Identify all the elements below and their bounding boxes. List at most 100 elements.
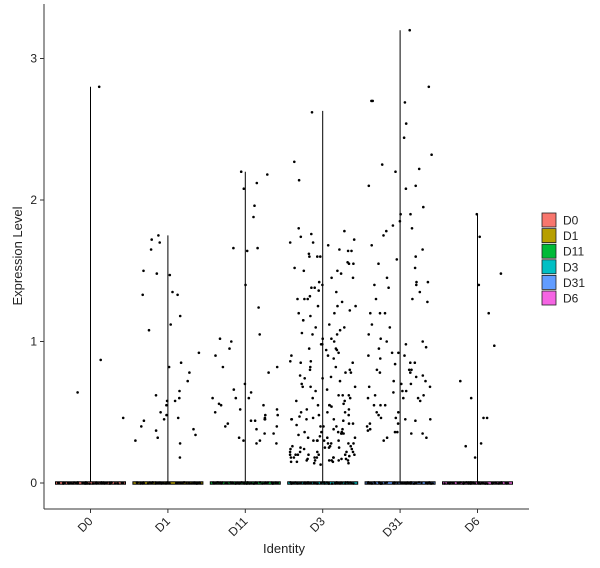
data-point-d1 [154,394,158,397]
data-point-zero-d6 [451,481,454,485]
data-point-d31 [397,351,400,355]
data-point-d11 [275,442,278,445]
data-point-zero-d31 [400,482,403,485]
data-point-d31 [403,101,407,104]
data-point-zero-d11 [215,481,218,484]
data-point-d3 [317,289,321,292]
data-point-zero-d1 [190,482,193,485]
data-point-d11 [211,396,214,400]
data-point-zero-d1 [141,482,144,485]
violins [55,30,513,485]
data-point-d3 [330,459,334,462]
data-point-d3 [337,459,341,462]
data-point-d11 [258,333,262,336]
data-point-d1 [167,365,171,369]
data-point-d3 [295,423,298,427]
data-point-d31 [394,416,398,420]
data-point-d31 [414,419,417,423]
data-point-d3 [346,249,350,253]
data-point-zero-d6 [500,481,503,485]
data-point-zero-d1 [136,481,139,484]
data-point-zero-d11 [265,481,268,485]
data-point-d31 [427,85,431,89]
data-point-d3 [303,297,306,301]
data-point-d31 [421,248,424,251]
data-point-zero-d1 [139,481,142,484]
legend-label-d0: D0 [563,214,579,228]
data-point-zero-d0 [56,481,60,484]
data-point-zero-d3 [334,482,337,485]
data-point-d11 [238,408,242,411]
data-point-d31 [409,361,412,365]
data-point-d3 [342,402,345,406]
data-point-d31 [387,286,390,290]
data-point-d1 [159,411,162,414]
data-point-d31 [379,337,383,341]
data-point-d3 [347,442,350,445]
data-point-d31 [373,283,376,287]
data-point-zero-d1 [196,481,199,485]
data-point-d31 [367,354,370,357]
data-point-d31 [414,184,418,188]
data-point-d31 [396,422,400,425]
data-point-d3 [344,457,348,461]
data-point-d11 [224,425,227,428]
data-point-zero-d1 [179,482,183,485]
data-point-d3 [297,227,301,230]
data-point-d6 [473,456,477,459]
data-point-zero-d1 [166,481,169,484]
data-point-zero-d6 [469,482,472,485]
data-point-d3 [351,276,355,280]
data-point-d3 [303,377,307,380]
data-point-d3 [313,286,317,290]
data-point-d3 [308,294,312,298]
data-point-d11 [264,413,267,417]
data-point-d31 [380,163,384,166]
data-point-d3 [300,331,304,335]
data-point-d31 [421,374,425,377]
data-point-d1 [188,371,191,374]
data-point-d3 [322,439,326,442]
data-point-zero-d1 [199,482,202,485]
data-point-d3 [350,447,354,451]
data-point-d3 [296,297,299,301]
data-point-d11 [213,411,217,414]
data-point-d3 [324,348,328,352]
data-point-zero-d11 [261,482,264,485]
data-point-zero-d0 [76,481,80,484]
data-point-d31 [367,333,371,336]
data-point-zero-d6 [463,481,466,485]
data-point-zero-d3 [306,481,310,484]
data-point-d6 [459,379,462,383]
data-point-d3 [301,385,305,389]
data-point-zero-d3 [303,481,306,485]
data-point-d3 [337,351,340,355]
data-point-zero-d3 [352,482,355,485]
data-point-d11 [255,442,258,445]
data-point-d31 [367,385,371,389]
data-point-d6 [478,235,482,239]
data-point-d31 [403,354,406,357]
data-point-d31 [426,280,430,284]
data-point-d1 [156,436,159,440]
data-point-d3 [307,453,310,457]
data-point-d3 [349,444,353,448]
data-point-d3 [311,416,315,420]
data-point-zero-d3 [344,481,347,484]
data-point-d3 [321,283,324,287]
data-point-d3 [307,347,311,350]
data-point-d3 [310,111,314,114]
data-point-d3 [288,241,292,244]
data-point-d3 [316,439,319,442]
data-point-zero-d11 [246,481,249,484]
data-point-zero-d6 [456,481,459,485]
data-point-d1 [142,419,146,423]
data-point-d3 [299,361,303,365]
data-point-zero-d31 [392,482,396,485]
data-point-zero-d0 [68,481,72,485]
data-point-zero-d11 [220,482,223,485]
data-point-d3 [326,244,330,247]
data-point-d31 [396,430,399,434]
data-point-d31 [414,255,418,258]
data-point-d3 [332,418,336,421]
